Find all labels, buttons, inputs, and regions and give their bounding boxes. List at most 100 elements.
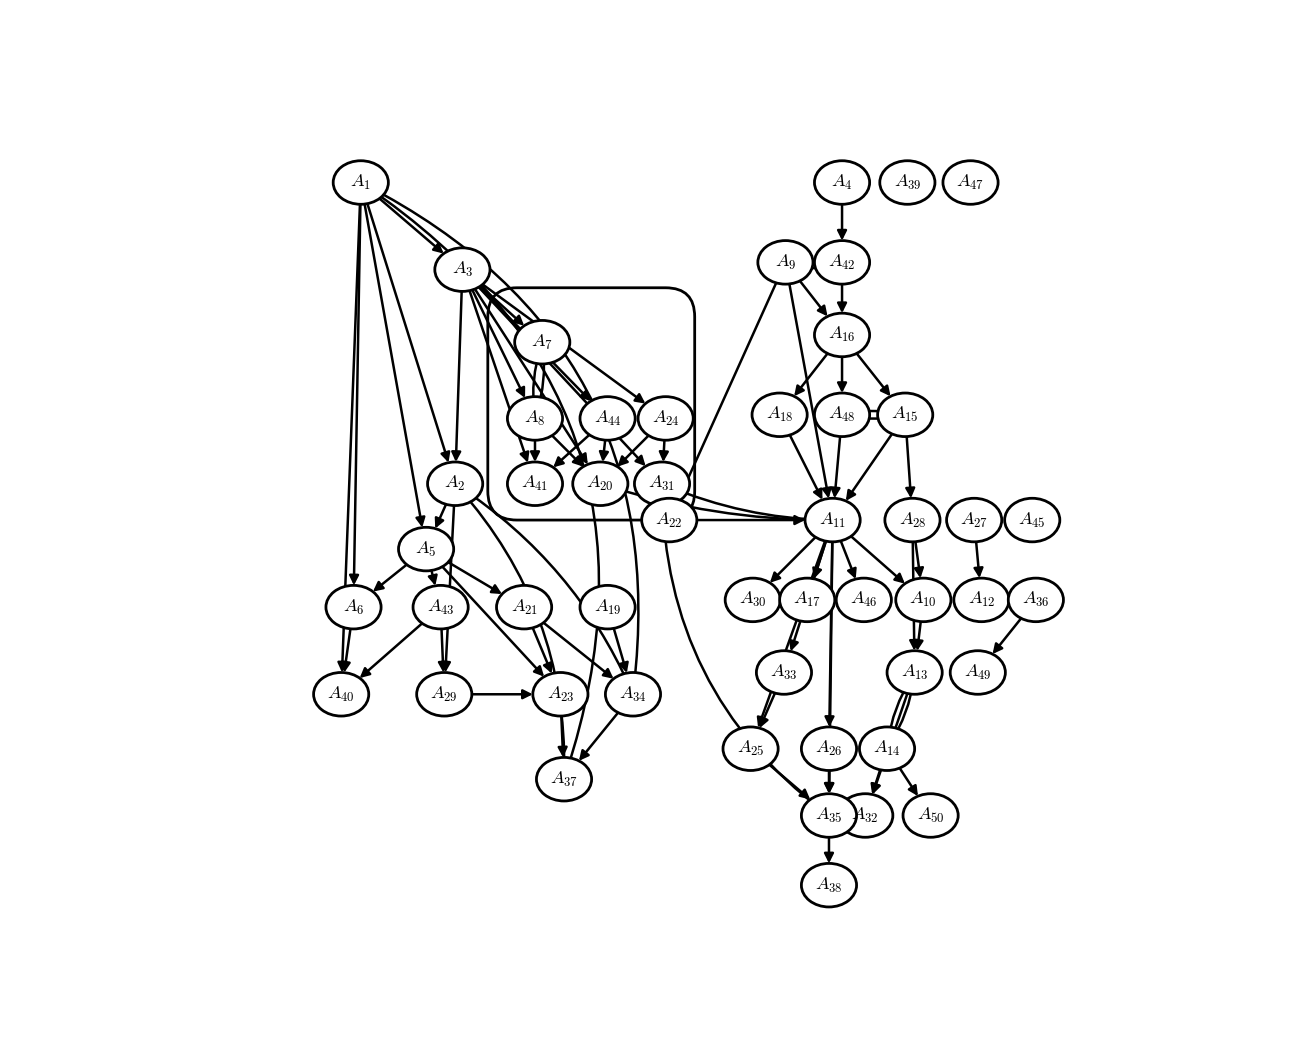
Ellipse shape (416, 673, 471, 716)
Text: $A_{6}$: $A_{6}$ (343, 597, 364, 617)
FancyArrowPatch shape (479, 287, 643, 465)
Ellipse shape (888, 651, 943, 695)
Ellipse shape (638, 397, 693, 441)
Ellipse shape (1008, 579, 1064, 622)
Text: $A_{44}$: $A_{44}$ (593, 409, 621, 428)
FancyArrowPatch shape (580, 712, 618, 759)
Ellipse shape (838, 793, 893, 837)
FancyArrowPatch shape (481, 286, 523, 324)
Ellipse shape (572, 461, 628, 506)
Text: $A_{33}$: $A_{33}$ (771, 663, 798, 682)
Text: $A_{50}$: $A_{50}$ (916, 806, 944, 825)
FancyArrowPatch shape (825, 770, 832, 791)
FancyArrowPatch shape (986, 599, 1029, 607)
Text: $A_{7}$: $A_{7}$ (532, 333, 553, 352)
Text: $A_{13}$: $A_{13}$ (901, 663, 928, 682)
FancyArrowPatch shape (471, 691, 530, 698)
FancyArrowPatch shape (530, 440, 538, 459)
FancyArrowPatch shape (847, 433, 892, 499)
FancyArrowPatch shape (365, 204, 424, 525)
Ellipse shape (634, 461, 689, 506)
FancyArrowPatch shape (537, 349, 548, 414)
FancyArrowPatch shape (994, 618, 1022, 652)
Text: $A_{49}$: $A_{49}$ (964, 663, 991, 682)
FancyArrowPatch shape (826, 541, 834, 724)
Ellipse shape (903, 793, 958, 837)
Ellipse shape (752, 393, 807, 437)
FancyArrowPatch shape (796, 354, 827, 394)
FancyArrowPatch shape (772, 537, 815, 581)
Ellipse shape (801, 727, 856, 770)
FancyArrowPatch shape (458, 487, 569, 773)
FancyArrowPatch shape (475, 289, 587, 463)
FancyArrowPatch shape (838, 357, 846, 390)
Text: $A_{21}$: $A_{21}$ (511, 597, 538, 617)
FancyArrowPatch shape (899, 768, 916, 793)
Ellipse shape (723, 727, 779, 770)
Text: $A_{8}$: $A_{8}$ (524, 409, 546, 428)
Ellipse shape (326, 585, 381, 628)
Text: $A_{2}$: $A_{2}$ (445, 474, 466, 494)
Text: $A_{29}$: $A_{29}$ (431, 684, 458, 704)
Ellipse shape (814, 161, 869, 204)
Ellipse shape (334, 161, 389, 204)
Text: $A_{12}$: $A_{12}$ (968, 590, 995, 610)
FancyArrowPatch shape (365, 185, 638, 688)
Text: $A_{4}$: $A_{4}$ (831, 173, 852, 192)
Ellipse shape (880, 161, 935, 204)
Ellipse shape (533, 673, 588, 716)
Text: $A_{18}$: $A_{18}$ (765, 405, 793, 424)
Text: $A_{23}$: $A_{23}$ (546, 684, 574, 704)
FancyArrowPatch shape (429, 570, 436, 583)
Ellipse shape (895, 579, 951, 622)
Text: $A_{3}$: $A_{3}$ (452, 260, 473, 279)
Text: $A_{11}$: $A_{11}$ (819, 510, 846, 530)
Ellipse shape (801, 793, 856, 837)
FancyArrowPatch shape (442, 566, 542, 675)
FancyArrowPatch shape (814, 541, 826, 577)
Ellipse shape (814, 241, 869, 284)
Text: $A_{32}$: $A_{32}$ (851, 806, 880, 825)
FancyArrowPatch shape (792, 263, 838, 271)
FancyArrowPatch shape (600, 440, 608, 459)
Text: $A_{16}$: $A_{16}$ (829, 326, 856, 344)
FancyArrowPatch shape (660, 440, 668, 459)
Ellipse shape (399, 527, 454, 570)
Ellipse shape (756, 651, 811, 695)
Text: $A_{1}$: $A_{1}$ (351, 173, 372, 192)
Text: $A_{45}$: $A_{45}$ (1019, 510, 1046, 530)
Ellipse shape (414, 585, 469, 628)
Text: $A_{46}$: $A_{46}$ (850, 590, 877, 610)
Ellipse shape (758, 241, 813, 284)
FancyArrowPatch shape (351, 204, 360, 583)
FancyArrowPatch shape (559, 716, 566, 755)
FancyArrowPatch shape (679, 283, 776, 497)
FancyArrowPatch shape (341, 628, 351, 670)
Ellipse shape (537, 757, 592, 801)
Ellipse shape (953, 579, 1008, 622)
FancyArrowPatch shape (620, 436, 649, 465)
FancyArrowPatch shape (885, 677, 911, 741)
Ellipse shape (428, 461, 483, 506)
Text: $A_{41}$: $A_{41}$ (521, 474, 549, 494)
FancyArrowPatch shape (758, 541, 825, 725)
FancyArrowPatch shape (790, 541, 826, 649)
FancyArrowPatch shape (872, 769, 880, 792)
Text: $A_{27}$: $A_{27}$ (960, 510, 989, 530)
FancyArrowPatch shape (697, 516, 802, 524)
Ellipse shape (314, 673, 369, 716)
FancyArrowPatch shape (872, 694, 907, 792)
Ellipse shape (725, 579, 780, 622)
FancyArrowPatch shape (470, 290, 528, 460)
Text: $A_{48}$: $A_{48}$ (829, 405, 856, 424)
FancyArrowPatch shape (533, 627, 551, 671)
FancyArrowPatch shape (362, 623, 423, 676)
Ellipse shape (507, 461, 562, 506)
FancyArrowPatch shape (662, 489, 823, 811)
FancyArrowPatch shape (840, 541, 856, 577)
FancyArrowPatch shape (473, 290, 524, 395)
Text: $A_{37}$: $A_{37}$ (550, 769, 578, 789)
Ellipse shape (642, 499, 697, 541)
FancyArrowPatch shape (368, 203, 449, 460)
FancyArrowPatch shape (989, 593, 1031, 600)
